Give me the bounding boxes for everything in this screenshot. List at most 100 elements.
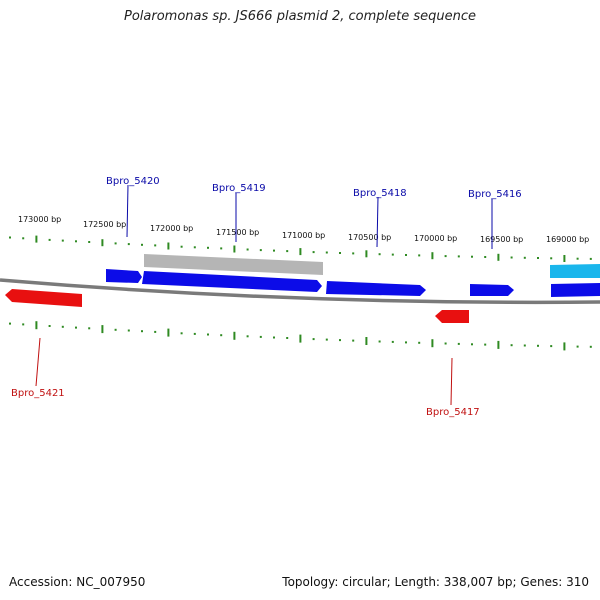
minor-tick [576,257,579,260]
scale-label-172500: 172500 bp [83,220,126,229]
minor-tick [418,341,421,344]
scale-label-171500: 171500 bp [216,228,259,237]
minor-tick [405,341,407,344]
minor-tick [180,245,183,248]
minor-tick [259,335,262,338]
minor-tick [61,239,64,242]
minor-tick [141,330,143,333]
gene-arrow-bpro-5418[interactable] [326,281,426,296]
minor-tick [471,343,473,346]
gene-arrow-bpro-5419[interactable] [142,271,322,292]
label-leaders [35,184,493,406]
minor-tick [523,256,526,259]
gene-labels: Bpro_5420 Bpro_5419 Bpro_5418 Bpro_5416 … [11,176,522,418]
major-tick [299,248,302,256]
minor-tick [339,252,341,254]
scale-label-169500: 169500 bp [480,235,523,244]
minor-tick [273,249,275,252]
scale-label-172000: 172000 bp [150,224,193,233]
gene-arrow-bpro-5421[interactable] [5,289,82,307]
sequence-backbone [0,278,600,305]
major-tick [497,340,500,349]
minor-tick [325,251,328,254]
minor-tick [378,253,381,256]
gene-arrow-bpro-5420[interactable] [106,269,142,283]
minor-tick [193,332,196,335]
minor-tick [273,336,275,339]
major-tick [101,239,104,247]
minor-tick [114,242,117,245]
minor-tick [537,344,539,347]
topology-label: Topology: circular; Length: 338,007 bp; … [282,575,589,589]
minor-tick [550,345,553,348]
major-tick [35,235,38,243]
minor-tick [193,246,196,249]
minor-tick [286,337,289,339]
minor-tick [9,322,11,325]
minor-tick [457,342,460,345]
gene-arrow-bpro-5417[interactable] [435,310,469,323]
gene-arrow-edge-highlight[interactable] [550,264,600,278]
scale-label-169000: 169000 bp [546,235,589,244]
minor-tick [88,327,91,330]
minor-tick [378,340,381,343]
major-tick [101,325,104,334]
gene-label-bpro-5421[interactable]: Bpro_5421 [11,388,65,399]
minor-tick [48,238,51,241]
minor-tick [246,248,249,251]
gene-arrow-bpro-5416[interactable] [470,284,514,296]
leader-bpro-5417 [450,357,453,406]
leader-bpro-5420 [126,184,129,238]
minor-tick [220,247,223,250]
major-tick [497,253,500,261]
minor-tick [154,244,157,247]
gene-label-bpro-5417[interactable]: Bpro_5417 [426,407,480,418]
minor-tick [418,254,421,257]
minor-tick [352,339,355,342]
minor-tick [61,325,64,328]
pseudogene-bar[interactable] [144,254,323,275]
gene-arrow-edge-forward[interactable] [551,283,600,297]
minor-tick [589,345,592,348]
minor-tick [589,257,592,260]
minor-tick [484,256,487,258]
reverse-genes [5,289,469,323]
major-tick [233,331,236,340]
minor-tick [510,344,513,347]
minor-tick [537,257,539,259]
major-tick [431,339,434,348]
minor-tick [141,243,143,246]
major-tick [365,250,368,258]
scale-label-170500: 170500 bp [348,233,391,242]
upper-minor-ticks [9,235,592,262]
minor-tick [246,335,249,338]
minor-tick [154,330,157,333]
minor-tick [180,332,183,335]
gene-label-bpro-5420[interactable]: Bpro_5420 [106,176,160,187]
minor-tick [259,249,262,252]
minor-tick [457,255,460,258]
minor-tick [510,256,513,259]
minor-tick [312,338,315,341]
major-tick [167,328,170,337]
major-tick [167,242,170,250]
gene-label-bpro-5416[interactable]: Bpro_5416 [468,189,522,200]
major-tick [431,252,434,260]
minor-tick [127,329,130,332]
minor-tick [22,323,25,326]
minor-tick [75,326,77,329]
scale-labels: 173000 bp 172500 bp 172000 bp 171500 bp … [18,215,589,244]
minor-tick [220,334,223,337]
minor-tick [352,252,355,255]
major-tick [365,337,368,345]
gene-label-bpro-5419[interactable]: Bpro_5419 [212,183,266,194]
minor-tick [550,257,553,260]
minor-tick [75,240,77,243]
gene-label-bpro-5418[interactable]: Bpro_5418 [353,188,407,199]
accession-label: Accession: NC_007950 [9,575,146,589]
minor-tick [9,236,11,239]
minor-tick [88,241,91,243]
major-tick [563,255,566,262]
leader-bpro-5421 [35,337,41,387]
minor-tick [127,243,130,246]
